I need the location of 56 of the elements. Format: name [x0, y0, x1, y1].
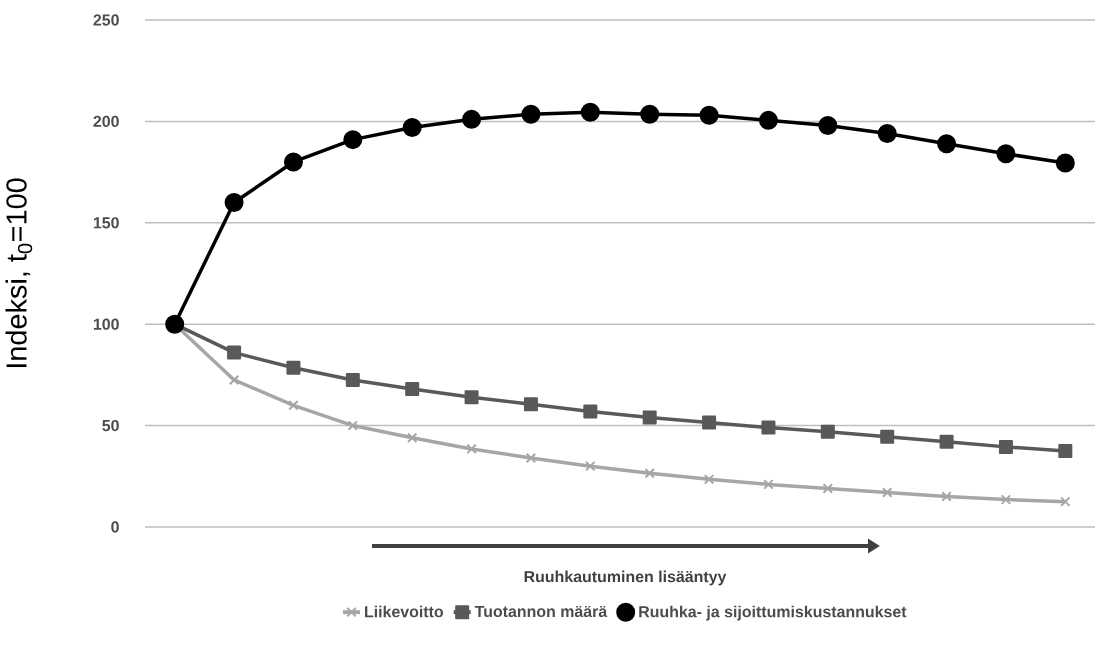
point [880, 429, 895, 444]
point [466, 443, 477, 455]
y-tick-label: 150 [93, 217, 119, 229]
point [644, 468, 655, 479]
point [761, 420, 776, 435]
point [703, 474, 715, 485]
point [702, 415, 717, 430]
point [996, 144, 1016, 164]
point [998, 439, 1013, 454]
y-tick-label: 250 [93, 14, 119, 26]
point [405, 382, 420, 397]
point [939, 434, 954, 449]
point [937, 134, 957, 154]
point [580, 102, 600, 122]
point [525, 452, 537, 464]
point [286, 360, 301, 375]
point [583, 404, 598, 419]
point [402, 117, 422, 137]
point [822, 483, 834, 494]
point [347, 420, 359, 431]
legend-label: Ruuhka- ja sijoittumiskustannukset [639, 605, 907, 621]
point [699, 105, 719, 125]
y-tick-label: 50 [102, 419, 119, 432]
point [288, 400, 299, 411]
point [585, 460, 596, 472]
y-tick-label: 200 [93, 115, 119, 128]
point [1055, 153, 1075, 173]
point [820, 424, 835, 439]
point [881, 487, 893, 498]
point [763, 479, 774, 490]
point [877, 124, 897, 144]
point [758, 110, 778, 130]
point [1000, 494, 1012, 505]
y-tick-label: 100 [93, 318, 119, 330]
point [941, 491, 952, 502]
point [283, 152, 303, 172]
point [227, 345, 242, 360]
point [406, 432, 418, 443]
point [523, 397, 538, 412]
point [642, 410, 657, 425]
point [1060, 496, 1071, 507]
point [464, 390, 479, 405]
point [462, 109, 482, 129]
y-axis-title: Indeksi, t$_{0}$=100 [5, 178, 33, 368]
point [228, 374, 240, 386]
y-tick-label: 0 [111, 521, 119, 533]
point [818, 115, 838, 135]
point [224, 193, 244, 213]
point [343, 130, 363, 150]
point [521, 104, 541, 124]
point [345, 372, 360, 387]
legend-label: Tuotannon määrä [474, 605, 608, 618]
text: Ruuhkautuminen lisääntyy [524, 570, 727, 586]
point [640, 104, 660, 124]
point [1058, 443, 1073, 458]
legend-label: Liikevoitto [365, 605, 444, 618]
